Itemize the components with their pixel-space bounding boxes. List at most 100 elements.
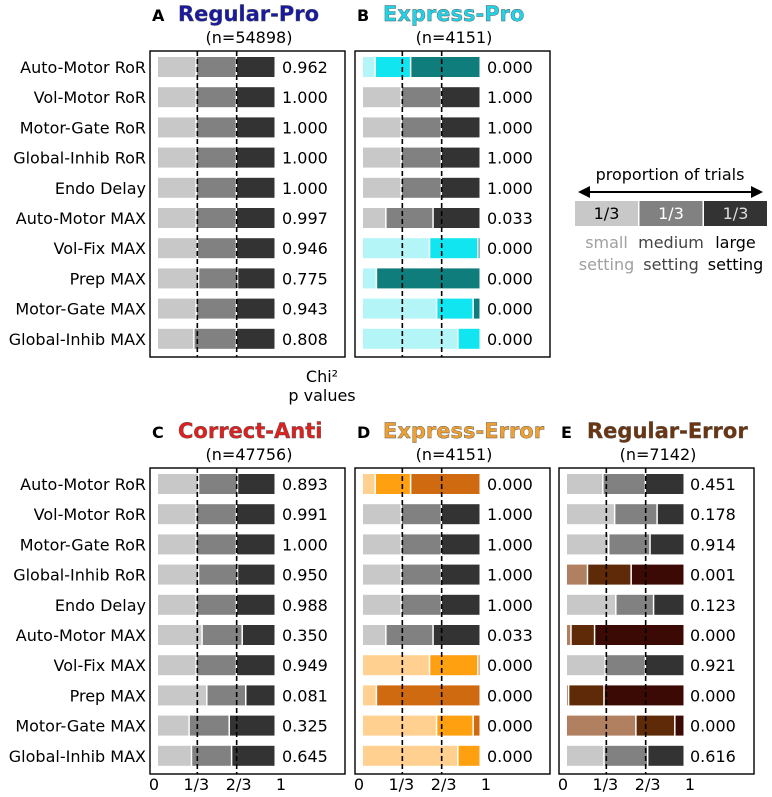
row-label-auto-motor-max-panel-c: Auto-Motor MAX [16,626,146,645]
panel-b-pvalue-2: 1.000 [487,88,533,107]
panel-c-pvalue-1: 0.893 [282,475,328,494]
panel-c-bar-10-seg-large [232,745,275,766]
panel-e-pvalue-7: 0.921 [690,656,736,675]
row-label-prep-max-panel-c: Prep MAX [70,686,146,705]
panel-a-pvalue-4: 1.000 [282,149,328,168]
panel-e-pvalue-6: 0.000 [690,626,736,645]
row-label-vol-motor-ror-panel-c: Vol-Motor RoR [34,505,146,524]
panel-b-bar-9-seg-small [363,298,436,319]
panel-a-bar-7-seg-small [158,238,197,259]
panel-c-bar-1-seg-large [238,474,275,494]
panel-c-x-tick-3: 2/3 [226,775,252,794]
panel-e-n-count: (n=7142) [620,445,697,464]
panel-c-bar-8-seg-medium [207,685,245,706]
panel-e-pvalue-1: 0.451 [690,475,736,494]
panel-e-bar-8-seg-medium [569,685,604,706]
panel-a-pvalue-2: 1.000 [282,88,328,107]
panel-e-bar-10-seg-large [648,745,684,766]
panel-a-bar-3-seg-large [237,117,275,138]
panel-b-bar-7-seg-small [363,238,429,259]
panel-a-n-count: (n=54898) [206,28,293,47]
panel-e-title: Regular-Error [587,419,748,443]
panel-d-pvalue-3: 1.000 [487,535,533,554]
row-label-global-inhib-max-panel-a: Global-Inhib MAX [9,330,146,349]
panel-b-bar-9-seg-large [473,298,480,319]
panel-a-pvalue-1: 0.962 [282,58,328,77]
panel-a-bar-10-seg-large [237,328,275,349]
panel-e-bar-1-seg-small [567,474,603,494]
panel-a-bar-10-seg-small [158,328,194,349]
panel-a-bar-6-seg-small [158,208,196,228]
panel-d-bar-9-seg-medium [437,715,473,736]
panel-c-pvalue-6: 0.350 [282,626,328,645]
panel-c-bar-6-seg-large [242,625,275,645]
panel-a-bar-10-seg-medium [194,328,236,349]
panel-d-pvalue-10: 0.000 [487,747,533,766]
panel-d-bar-4-seg-medium [401,564,441,585]
panel-a-bar-8-seg-large [238,268,275,289]
panel-e-bar-8-seg-large [604,685,684,706]
panel-a-pvalue-8: 0.775 [282,269,328,288]
panel-c-bar-6-seg-medium [202,625,242,645]
panel-d-bar-3-seg-large [442,534,480,555]
panel-e-bar-10-seg-medium [604,745,647,766]
panel-b-pvalue-9: 0.000 [487,300,533,319]
panel-b-bar-4-seg-large [442,147,480,168]
panel-a-bar-8-seg-medium [199,268,237,289]
panel-c-pvalue-4: 0.950 [282,566,328,585]
panel-e-bar-7-seg-large [646,655,684,676]
panel-a-title: Regular-Pro [178,2,319,26]
panel-e-bar-5-seg-small [567,594,616,615]
panel-d-pvalue-2: 1.000 [487,505,533,524]
row-label-endo-delay-panel-c: Endo Delay [55,596,146,615]
panel-a-pvalue-6: 0.997 [282,209,328,228]
panel-c-letter: C [152,423,164,442]
panel-a-bar-7-seg-large [237,238,275,259]
panel-c-pvalue-10: 0.645 [282,747,328,766]
panel-a-bar-8-seg-small [158,268,198,289]
panel-d-x-tick-4: 1 [481,775,491,794]
panel-c-bar-2-seg-large [237,504,275,525]
panel-c-bar-4-seg-medium [199,564,237,585]
panel-a-pvalue-9: 0.943 [282,300,328,319]
panel-a-bar-1-seg-large [237,57,275,77]
panel-a-pvalue-10: 0.808 [282,330,328,349]
panel-b-bar-2-seg-small [363,87,401,108]
panel-b-bar-2-seg-medium [401,87,441,108]
panel-a-bar-9-seg-small [158,298,196,319]
panel-c-bar-8-seg-small [158,685,207,706]
panel-e-bar-3-seg-large [650,534,684,555]
panel-a-bar-2-seg-medium [196,87,236,108]
panel-b-bar-8-seg-large [377,268,480,289]
panel-a-bar-6-seg-large [237,208,275,228]
panel-a-pvalue-5: 1.000 [282,179,328,198]
panel-c-pvalue-3: 1.000 [282,535,328,554]
panel-e-bar-6-seg-small [567,625,571,645]
panel-b-frame [354,50,551,358]
panel-c-bar-4-seg-large [238,564,275,585]
panel-e-bar-1-seg-large [646,474,684,494]
legend-arrow-left-icon [578,186,590,198]
panel-c-x-tick-4: 1 [276,775,286,794]
row-label-global-inhib-ror-panel-c: Global-Inhib RoR [13,566,146,585]
panel-d-bar-2-seg-large [442,504,480,525]
panel-b-bar-4-seg-medium [401,147,441,168]
chi2-header-line1: Chi² [306,367,338,386]
legend-setting-line1-1: small [585,233,628,252]
panel-c-bar-2-seg-small [158,504,196,525]
panel-a-bar-1-seg-medium [196,57,236,77]
panel-b-bar-6-seg-large [433,208,480,228]
panel-b-bar-6-seg-medium [386,208,433,228]
panel-e-pvalue-9: 0.000 [690,717,736,736]
panel-a-bar-9-seg-medium [196,298,236,319]
panel-c-bar-9-seg-small [158,715,189,736]
panel-d-bar-4-seg-large [442,564,480,585]
panel-c-bar-7-seg-large [237,655,275,676]
panel-b-pvalue-10: 0.000 [487,330,533,349]
panel-c-pvalue-5: 0.988 [282,596,328,615]
panel-b-bar-1-seg-medium [375,57,410,77]
panel-d-title: Express-Error [383,419,545,443]
panel-d-x-tick-1: 0 [354,775,364,794]
legend-swatch-label-3: 1/3 [723,204,749,223]
